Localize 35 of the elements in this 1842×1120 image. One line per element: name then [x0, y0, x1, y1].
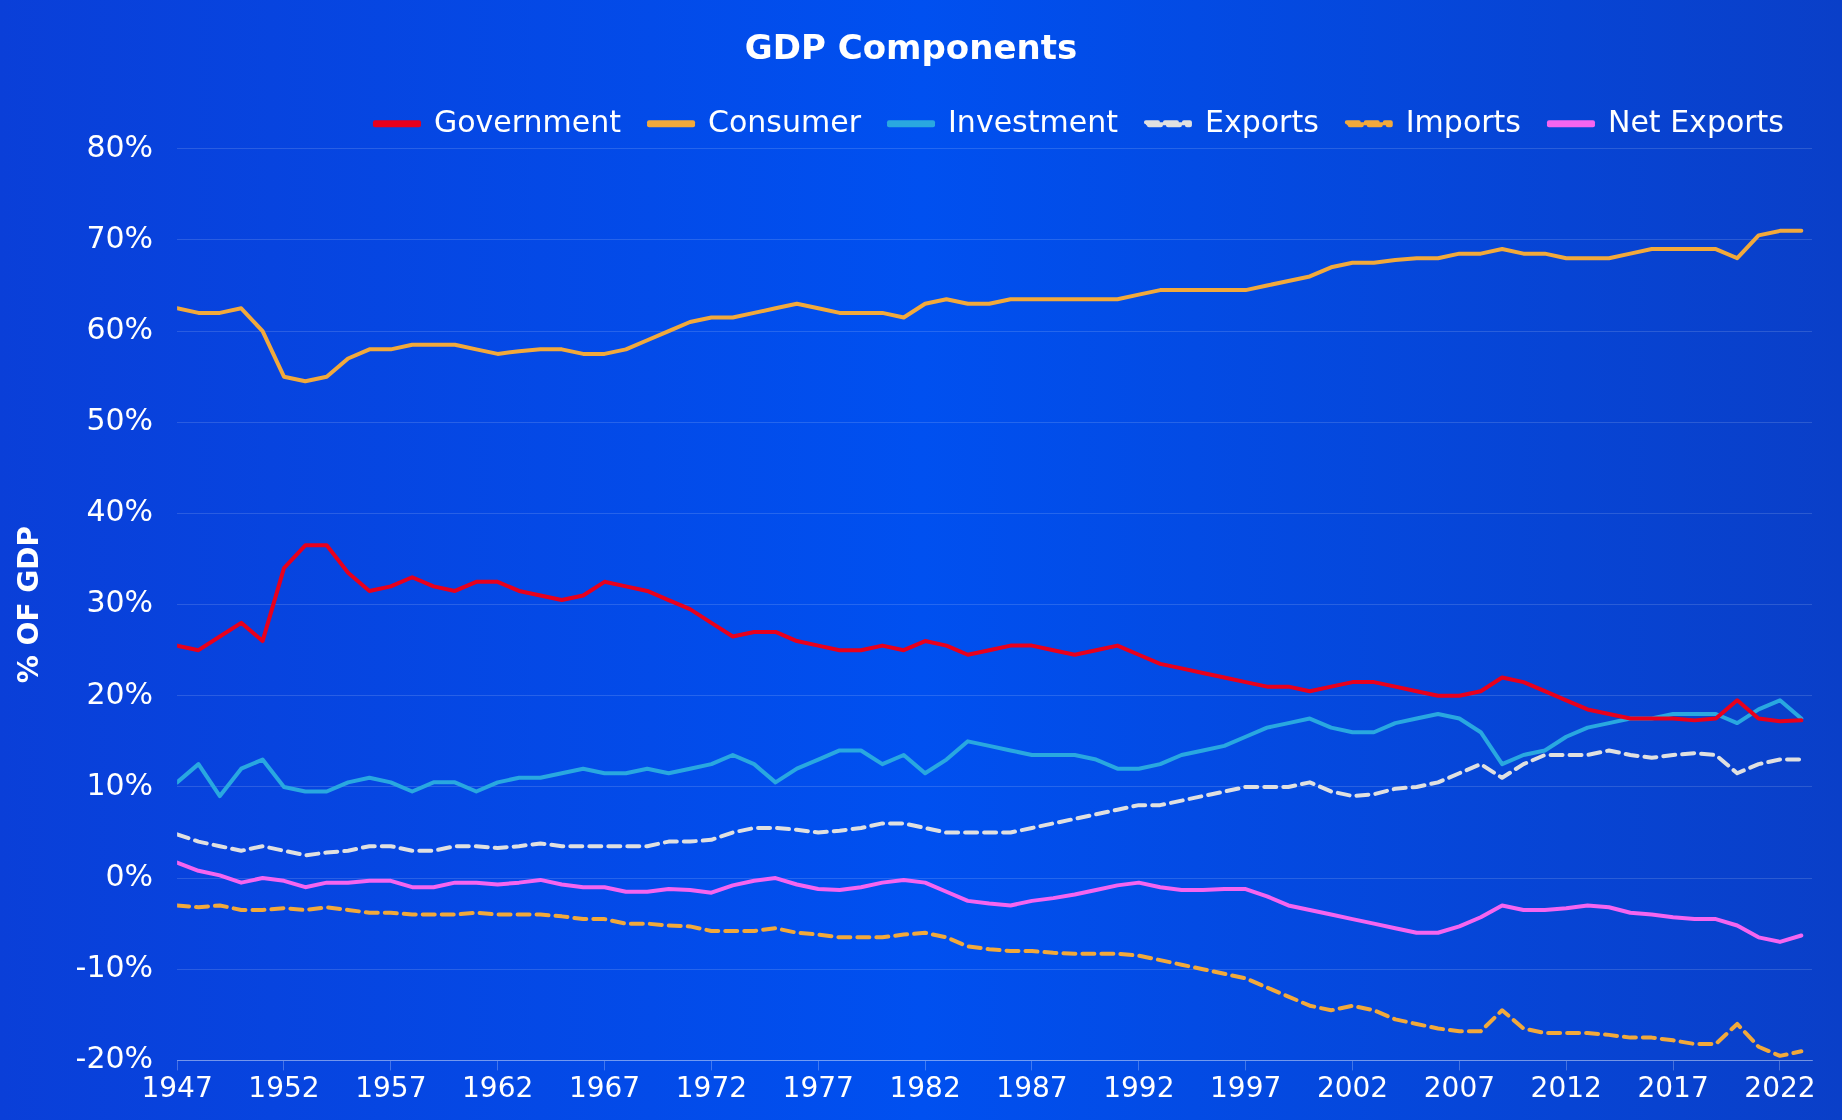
y-tick-label: 70%: [86, 219, 154, 255]
y-tick-label: -10%: [75, 949, 154, 985]
x-tick-label: 1987: [996, 1071, 1068, 1105]
x-tick-label: 1967: [568, 1071, 641, 1105]
x-tick-label: 1977: [782, 1071, 854, 1105]
y-tick-label: 20%: [86, 675, 154, 711]
legend-label: Net Exports: [1607, 103, 1784, 139]
legend-label: Exports: [1204, 103, 1319, 139]
y-tick-label: 10%: [86, 766, 154, 802]
x-tick-label: 1957: [355, 1071, 427, 1105]
legend-label: Government: [433, 103, 622, 139]
y-tick-label: 0%: [105, 857, 154, 893]
legend-label: Consumer: [708, 103, 862, 139]
x-tick-label: 1972: [675, 1071, 748, 1105]
y-tick-label: 50%: [86, 402, 154, 438]
chart-title: GDP Components: [744, 27, 1078, 68]
x-tick-label: 1992: [1103, 1071, 1175, 1105]
x-tick-label: 2007: [1423, 1071, 1496, 1105]
legend-label: Investment: [948, 103, 1119, 139]
y-tick-label: 60%: [86, 310, 154, 346]
y-tick-label: 80%: [86, 128, 154, 164]
x-tick-label: 1952: [248, 1071, 320, 1105]
x-tick-label: 2017: [1637, 1071, 1709, 1105]
x-tick-label: 2012: [1530, 1071, 1602, 1105]
line-series: [177, 748, 1804, 858]
y-axis-title: % OF GDP: [12, 525, 46, 684]
x-tick-label: 2002: [1316, 1071, 1389, 1105]
y-tick-label: 30%: [86, 584, 154, 620]
y-tick-label: 40%: [86, 493, 154, 529]
x-tick-label: 1982: [889, 1071, 961, 1105]
legend-label: Imports: [1405, 103, 1521, 139]
x-tick-label: 1962: [462, 1071, 534, 1105]
x-tick-label: 2022: [1744, 1071, 1816, 1105]
x-tick-label: 1997: [1210, 1071, 1282, 1105]
line-series: [177, 903, 1804, 1058]
